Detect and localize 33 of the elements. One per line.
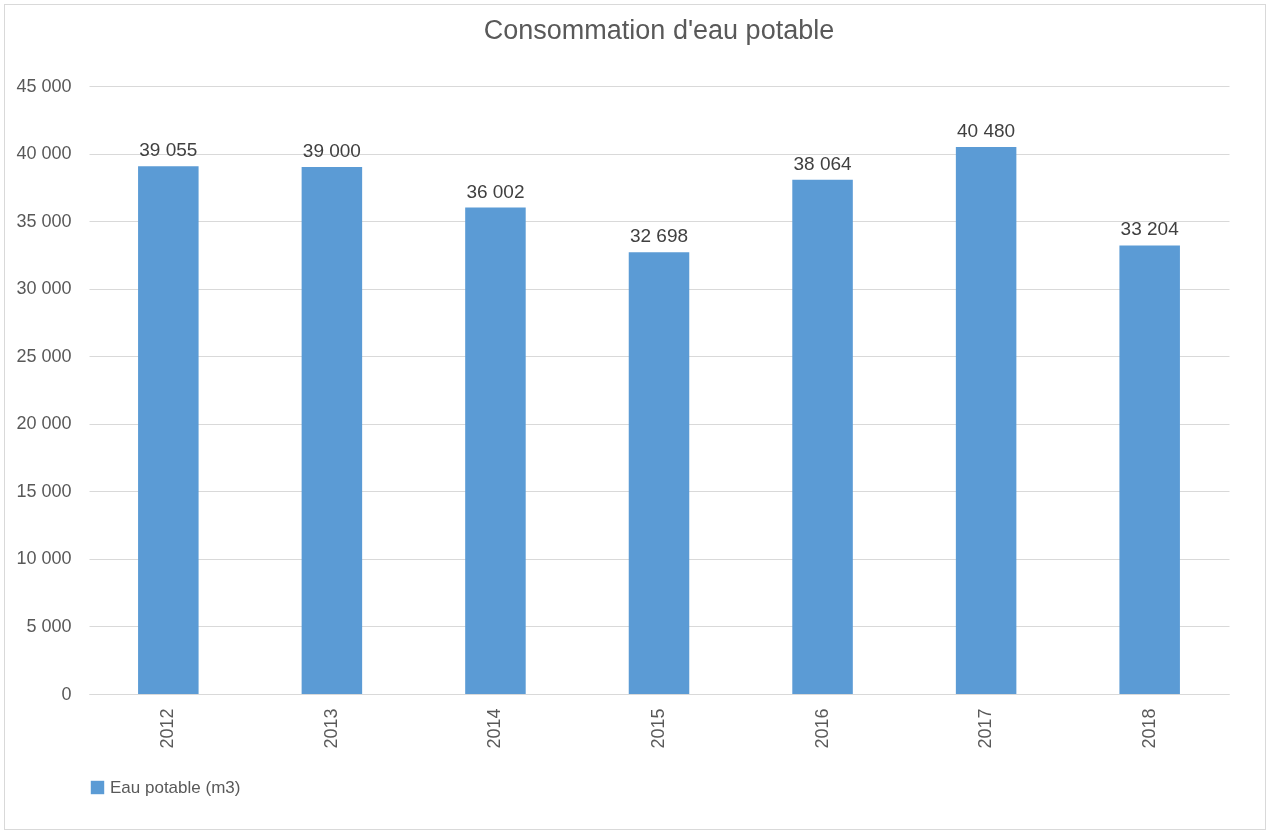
x-tick-label: 2015 — [648, 708, 668, 749]
bar — [955, 147, 1017, 694]
x-tick-label: 2017 — [975, 708, 996, 749]
data-label: 39 000 — [302, 140, 361, 162]
y-tick-label: 40 000 — [16, 143, 72, 164]
y-tick-label: 25 000 — [16, 345, 72, 366]
bar — [792, 179, 853, 694]
data-label: 32 698 — [629, 225, 689, 247]
y-tick-label: 10 000 — [16, 548, 72, 569]
bar — [1119, 245, 1180, 694]
y-tick-label: 30 000 — [16, 278, 72, 299]
y-tick-label: 0 — [61, 683, 72, 704]
x-tick-label: 2013 — [320, 708, 341, 749]
data-label: 33 204 — [1120, 218, 1180, 240]
x-tick-label: 2016 — [811, 708, 832, 749]
x-tick-label: 2014 — [484, 708, 505, 749]
bar — [301, 167, 363, 694]
data-label: 39 055 — [139, 139, 198, 161]
data-label: 38 064 — [793, 152, 853, 174]
legend-label: Eau potable (m3) — [110, 777, 241, 797]
y-tick-label: 5 000 — [26, 615, 72, 636]
data-label: 36 002 — [466, 180, 525, 202]
x-tick-label: 2018 — [1138, 708, 1159, 749]
y-tick-label: 35 000 — [16, 210, 72, 231]
data-label: 40 480 — [957, 120, 1016, 142]
chart-title: Consommation d'eau potable — [483, 15, 835, 45]
y-tick-label: 45 000 — [16, 75, 72, 96]
x-tick-label: 2012 — [157, 708, 178, 749]
bar — [465, 207, 526, 694]
y-tick-label: 20 000 — [16, 413, 72, 434]
bar — [628, 252, 690, 694]
y-tick-label: 15 000 — [16, 480, 72, 501]
bar — [138, 166, 199, 694]
